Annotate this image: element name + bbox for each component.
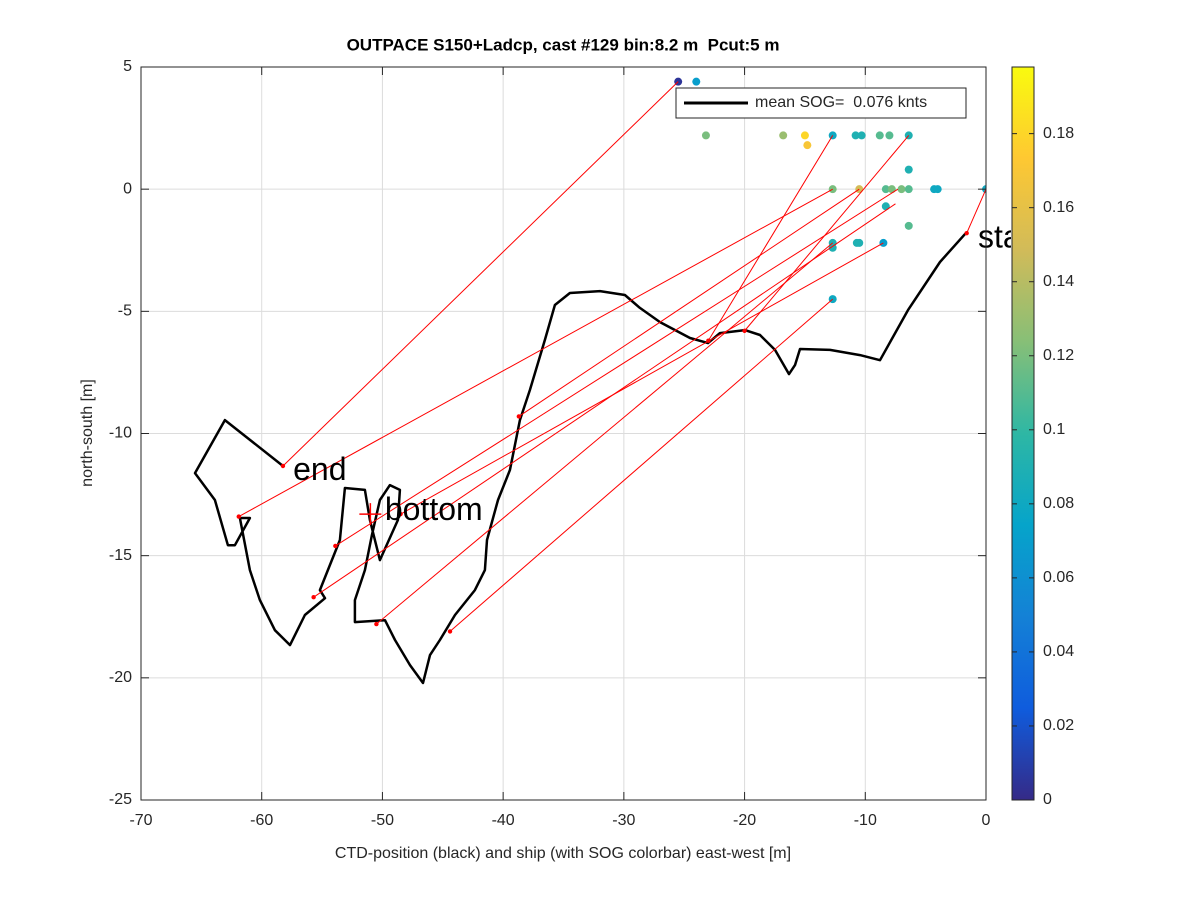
ctd-link-point bbox=[311, 595, 316, 600]
ship-point bbox=[803, 141, 812, 150]
x-tick-label: -70 bbox=[129, 812, 152, 829]
y-tick-label: -20 bbox=[109, 669, 132, 686]
legend-label: mean SOG= 0.076 knts bbox=[755, 94, 927, 111]
y-tick-label: 5 bbox=[123, 58, 132, 75]
ctd-link-point bbox=[236, 514, 241, 519]
ship-point bbox=[828, 243, 837, 252]
colorbar-tick-label: 0.12 bbox=[1043, 347, 1074, 364]
x-tick-label: -40 bbox=[492, 812, 515, 829]
ship-point bbox=[855, 238, 864, 247]
ctd-track bbox=[193, 232, 967, 685]
ship-point bbox=[881, 202, 890, 211]
ship-point bbox=[857, 131, 866, 140]
ctd-link-point bbox=[964, 230, 969, 236]
ship-point bbox=[885, 131, 894, 140]
ship-point bbox=[692, 77, 701, 86]
ship-point bbox=[904, 165, 913, 174]
colorbar-ticks: 0 0.02 0.04 0.06 0.08 0.1 0.12 0.14 0.16 0.18 bbox=[1012, 125, 1074, 808]
ship-ctd-link bbox=[966, 188, 986, 234]
colorbar-tick-label: 0 bbox=[1043, 791, 1052, 808]
ship-ctd-link bbox=[376, 242, 834, 625]
data-layer bbox=[193, 77, 986, 685]
ship-ctd-link bbox=[707, 135, 834, 341]
y-axis-label: north-south [m] bbox=[79, 379, 96, 487]
colorbar-tick-label: 0.1 bbox=[1043, 421, 1065, 438]
x-tick-label: 0 bbox=[982, 812, 991, 829]
ship-point bbox=[701, 131, 710, 140]
colorbar-tick-label: 0.18 bbox=[1043, 125, 1074, 142]
chart-title: OUTPACE S150+Ladcp, cast #129 bin:8.2 m … bbox=[347, 35, 780, 54]
colorbar-tick-label: 0.16 bbox=[1043, 199, 1074, 216]
bottom-marker bbox=[359, 503, 382, 526]
y-tick-label: -25 bbox=[109, 791, 132, 808]
y-tick-label: -10 bbox=[109, 425, 132, 442]
ship-point bbox=[779, 131, 788, 140]
ship-point bbox=[904, 221, 913, 230]
ship-ctd-link bbox=[238, 188, 833, 518]
ship-ctd-link bbox=[282, 81, 679, 467]
y-tick-label: -5 bbox=[118, 303, 132, 320]
ctd-link-point bbox=[280, 463, 286, 469]
ctd-link-point bbox=[398, 511, 403, 517]
ctd-link-point bbox=[333, 543, 338, 549]
ship-point bbox=[851, 131, 860, 140]
colorbar-tick-label: 0.06 bbox=[1043, 569, 1074, 586]
annotation: start bbox=[978, 219, 1040, 255]
colorbar-tick-label: 0.04 bbox=[1043, 643, 1074, 660]
ship-point bbox=[897, 185, 906, 194]
annotations: start end bottom bbox=[293, 219, 1040, 527]
ship-ctd-link bbox=[335, 188, 899, 547]
ctd-link-point bbox=[516, 414, 522, 419]
ship-ctd-link bbox=[518, 188, 860, 417]
ship-ctd-link bbox=[313, 203, 896, 598]
ship-point bbox=[904, 185, 913, 194]
colorbar-tick-label: 0.14 bbox=[1043, 273, 1074, 290]
x-axis-label: CTD-position (black) and ship (with SOG … bbox=[335, 845, 791, 862]
ship-point bbox=[933, 185, 942, 194]
ctd-link-point bbox=[742, 328, 747, 334]
annotation: bottom bbox=[385, 491, 483, 527]
ctd-link-point bbox=[447, 629, 453, 634]
ship-point bbox=[800, 131, 809, 140]
x-tick-label: -50 bbox=[371, 812, 394, 829]
ship-ctd-link bbox=[744, 135, 910, 332]
ship-point bbox=[875, 131, 884, 140]
colorbar-tick-label: 0.02 bbox=[1043, 717, 1074, 734]
ship-point bbox=[881, 185, 890, 194]
y-tick-label: -15 bbox=[109, 547, 132, 564]
x-tick-label: -60 bbox=[250, 812, 273, 829]
colorbar-tick-label: 0.08 bbox=[1043, 495, 1074, 512]
ctd-link-point bbox=[374, 621, 379, 627]
annotation: end bbox=[293, 451, 346, 487]
ship-ctd-link bbox=[449, 298, 834, 632]
x-tick-label: -10 bbox=[854, 812, 877, 829]
ship-point bbox=[887, 185, 896, 194]
x-tick-label: -20 bbox=[733, 812, 756, 829]
y-tick-label: 0 bbox=[123, 180, 132, 197]
colorbar bbox=[1011, 66, 1035, 801]
legend: mean SOG= 0.076 knts bbox=[675, 87, 967, 119]
ship-ctd-link bbox=[400, 242, 884, 515]
x-tick-label: -30 bbox=[612, 812, 635, 829]
